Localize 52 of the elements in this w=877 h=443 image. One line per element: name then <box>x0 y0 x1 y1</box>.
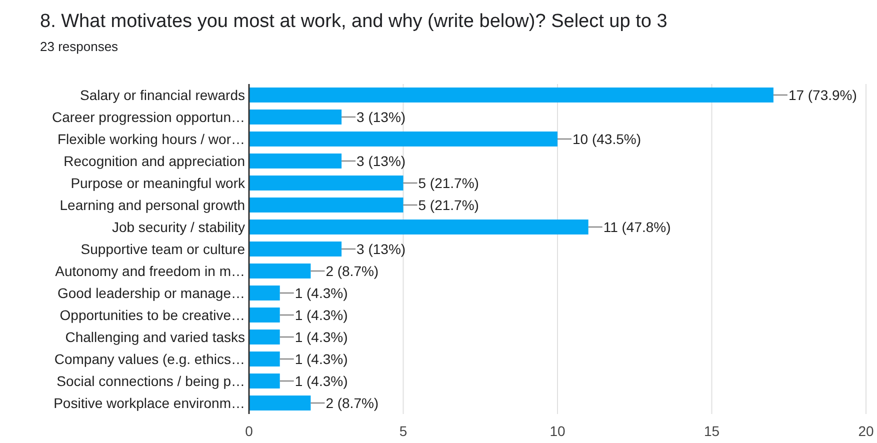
bar <box>249 198 404 212</box>
data-label: 1 (4.3%) <box>294 350 348 367</box>
bar <box>249 374 280 388</box>
x-tick-label: 20 <box>858 423 874 439</box>
x-tick-label: 15 <box>704 423 720 439</box>
bar <box>249 242 342 256</box>
y-tick-label: Good leadership or manage… <box>57 284 245 301</box>
bar <box>249 286 280 300</box>
data-label: 17 (73.9%) <box>788 86 857 103</box>
data-label: 3 (13%) <box>356 108 406 125</box>
y-tick-label: Social connections / being p… <box>56 372 245 389</box>
y-tick-label: Learning and personal growth <box>60 196 245 213</box>
y-tick-label: Supportive team or culture <box>80 240 246 257</box>
y-tick-label: Salary or financial rewards <box>80 86 245 103</box>
bar <box>249 110 342 124</box>
y-tick-label: Flexible working hours / wor… <box>57 130 245 147</box>
y-tick-label: Positive workplace environm… <box>54 394 245 411</box>
x-tick-label: 10 <box>550 423 566 439</box>
data-label: 2 (8.7%) <box>326 394 379 411</box>
data-label: 1 (4.3%) <box>294 306 348 323</box>
y-tick-label: Job security / stability <box>112 218 245 235</box>
x-tick-label: 0 <box>245 423 254 439</box>
data-label: 5 (21.7%) <box>418 196 479 213</box>
data-label: 1 (4.3%) <box>294 328 348 345</box>
text: 23 responses <box>40 39 119 54</box>
y-tick-label: Career progression opportun… <box>52 108 245 125</box>
data-label: 5 (21.7%) <box>418 174 479 191</box>
chart-title: 8. What motivates you most at work, and why (write below)? Select up to 3 <box>40 11 668 32</box>
bar <box>249 330 280 344</box>
bar <box>249 264 311 278</box>
bar <box>249 132 558 146</box>
data-label: 2 (8.7%) <box>326 262 379 279</box>
data-label: 3 (13%) <box>356 152 406 169</box>
bar <box>249 88 774 102</box>
data-label: 10 (43.5%) <box>572 130 641 147</box>
data-label: 11 (47.8%) <box>603 218 671 235</box>
bar <box>249 308 280 322</box>
y-tick-label: Recognition and appreciation <box>64 152 245 169</box>
y-tick-label: Challenging and varied tasks <box>65 328 245 345</box>
data-label: 1 (4.3%) <box>294 372 348 389</box>
x-tick-label: 5 <box>399 423 408 439</box>
data-label: 3 (13%) <box>356 240 406 257</box>
bar <box>249 396 311 410</box>
bar <box>249 352 280 366</box>
bar <box>249 154 342 168</box>
bar <box>249 220 588 234</box>
y-tick-label: Purpose or meaningful work <box>70 174 246 191</box>
y-tick-label: Autonomy and freedom in m… <box>55 262 245 279</box>
bar <box>249 176 404 190</box>
y-tick-label: Company values (e.g. ethics… <box>54 350 245 367</box>
data-label: 1 (4.3%) <box>294 284 348 301</box>
y-tick-label: Opportunities to be creative… <box>60 306 245 323</box>
